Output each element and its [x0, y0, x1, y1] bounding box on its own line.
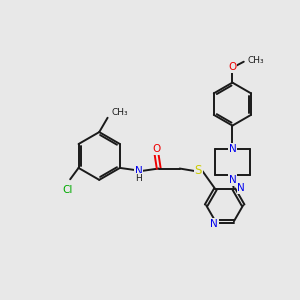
Text: O: O — [152, 144, 160, 154]
Text: Cl: Cl — [62, 185, 72, 195]
Text: N: N — [238, 183, 245, 193]
Text: H: H — [135, 174, 142, 183]
Text: S: S — [194, 164, 202, 177]
Text: N: N — [229, 175, 236, 185]
Text: N: N — [210, 219, 218, 229]
Text: N: N — [229, 144, 236, 154]
Text: O: O — [228, 62, 236, 73]
Text: N: N — [135, 166, 142, 176]
Text: CH₃: CH₃ — [247, 56, 264, 65]
Text: CH₃: CH₃ — [112, 108, 128, 117]
